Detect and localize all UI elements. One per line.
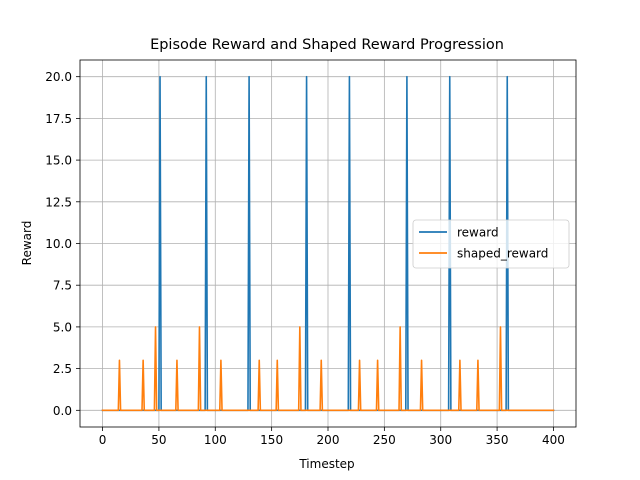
x-axis-label: Timestep [298,457,354,471]
x-axis-ticks: 0 50 100 150 200 250 300 350 400 [99,427,565,447]
x-tick-label: 150 [260,433,283,447]
legend-label: reward [457,226,499,240]
legend: reward shaped_reward [412,219,570,269]
x-tick-label: 300 [429,433,452,447]
legend-label: shaped_reward [457,247,548,261]
y-tick-label: 12.5 [45,195,72,209]
x-tick-label: 100 [204,433,227,447]
y-tick-label: 10.0 [45,237,72,251]
legend-box [412,219,570,269]
y-tick-label: 5.0 [53,320,72,334]
x-tick-label: 350 [486,433,509,447]
y-tick-label: 0.0 [53,404,72,418]
y-axis-ticks: 0.0 2.5 5.0 7.5 10.0 12.5 15.0 17.5 20.0 [45,70,80,418]
y-tick-label: 2.5 [53,362,72,376]
x-tick-label: 0 [99,433,107,447]
plot-series-group [101,75,555,412]
x-tick-label: 200 [317,433,340,447]
y-tick-label: 17.5 [45,112,72,126]
y-tick-label: 15.0 [45,154,72,168]
x-tick-label: 400 [542,433,565,447]
series-line-shaped-reward [101,326,555,412]
x-tick-label: 250 [373,433,396,447]
y-tick-label: 7.5 [53,279,72,293]
chart-title: Episode Reward and Shaped Reward Progres… [150,37,504,53]
x-tick-label: 50 [151,433,166,447]
y-tick-label: 20.0 [45,70,72,84]
y-axis-label: Reward [20,221,34,266]
